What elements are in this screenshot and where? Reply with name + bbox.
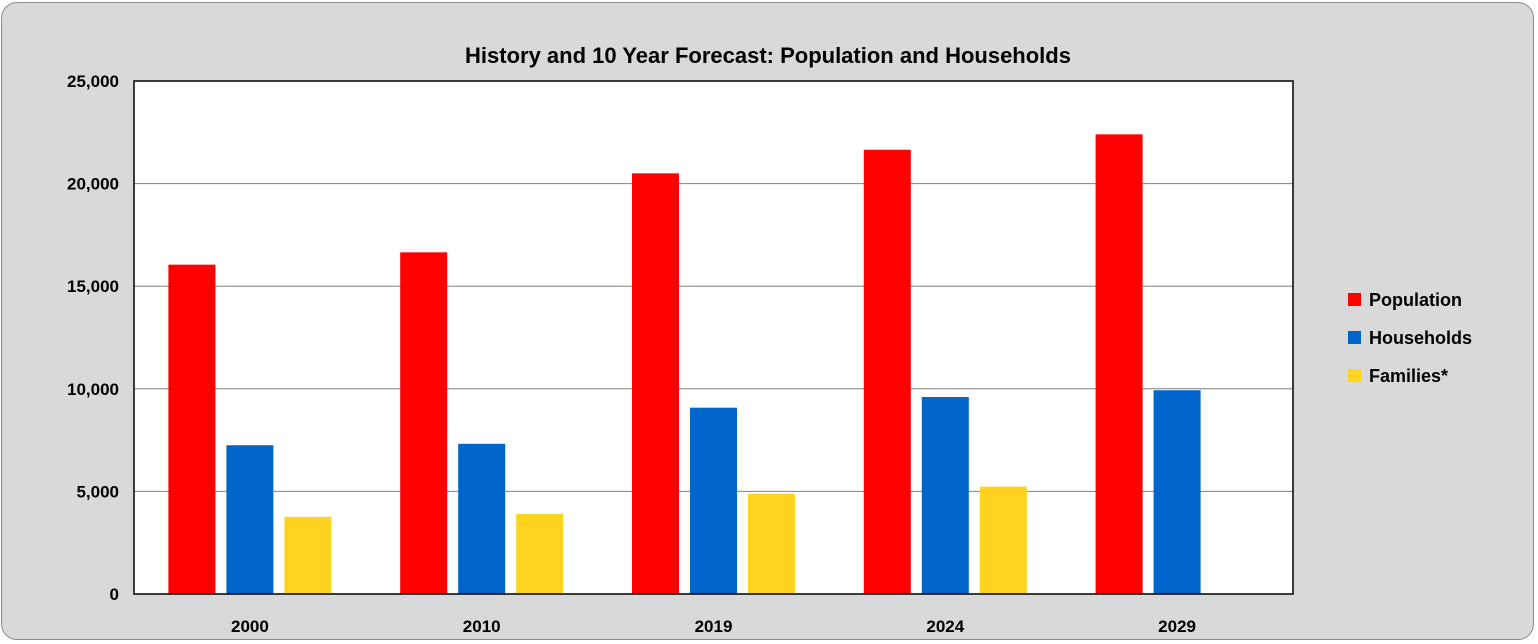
legend-swatch [1348, 293, 1361, 306]
x-tick-label: 2024 [926, 617, 964, 636]
bar-households-2000 [226, 445, 274, 594]
y-axis-ticks: 0 5,000 10,000 15,000 20,000 25,000 [67, 72, 119, 604]
legend-label: Population [1369, 290, 1462, 310]
bars [168, 134, 1201, 595]
legend-swatch [1348, 369, 1361, 382]
y-tick-label: 10,000 [67, 380, 119, 399]
x-tick-label: 2000 [231, 617, 269, 636]
bar-households-2010 [458, 443, 506, 594]
y-tick-label: 0 [110, 585, 119, 604]
legend: Population Households Families* [1348, 290, 1472, 386]
y-tick-label: 25,000 [67, 72, 119, 91]
bar-population-2019 [632, 173, 679, 594]
y-tick-label: 15,000 [67, 277, 119, 296]
legend-label: Households [1369, 328, 1472, 348]
y-tick-label: 5,000 [76, 482, 119, 501]
bar-population-2000 [168, 264, 216, 594]
legend-swatch [1348, 331, 1361, 344]
bar-families-2019 [748, 493, 795, 594]
legend-label: Families* [1369, 366, 1448, 386]
plot-border [133, 80, 1294, 595]
bar-households-2019 [690, 407, 737, 594]
bar-families-2024 [979, 486, 1027, 594]
x-tick-label: 2029 [1158, 617, 1196, 636]
x-axis-ticks: 2000 2010 2019 2024 2029 [231, 617, 1196, 636]
bar-households-2029 [1153, 390, 1201, 594]
y-tick-label: 20,000 [67, 175, 119, 194]
chart-title: History and 10 Year Forecast: Population… [465, 43, 1071, 68]
x-tick-label: 2019 [695, 617, 733, 636]
bar-households-2024 [921, 397, 969, 594]
x-tick-label: 2010 [463, 617, 501, 636]
bar-population-2024 [863, 149, 911, 594]
bar-population-2029 [1095, 134, 1143, 595]
bar-population-2010 [400, 252, 448, 595]
bar-families-2010 [516, 513, 564, 594]
bar-families-2000 [284, 516, 332, 594]
